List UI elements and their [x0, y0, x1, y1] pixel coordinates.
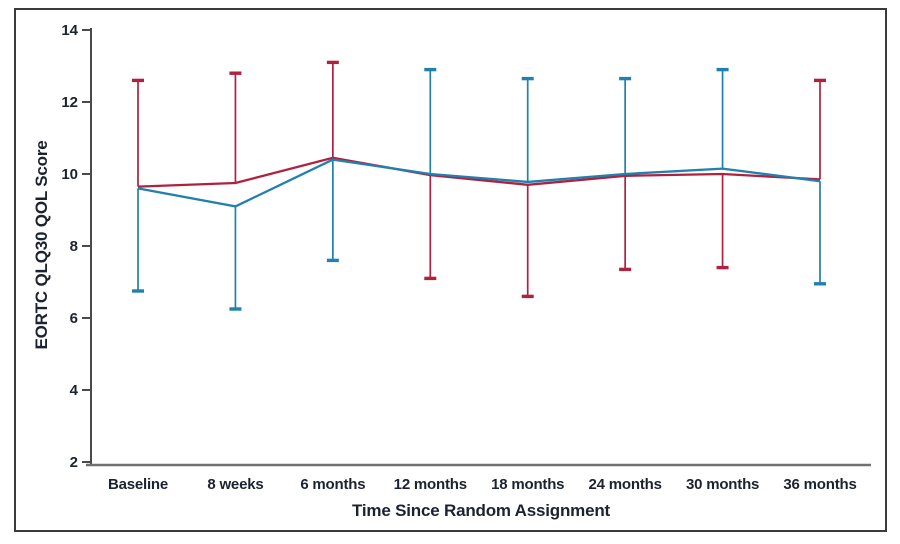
figure-border-frame — [14, 8, 887, 532]
x-category-label: 24 months — [589, 476, 662, 493]
x-category-label: 18 months — [491, 476, 564, 493]
y-axis-title: EORTC QLQ30 QOL Score — [32, 140, 51, 350]
y-tick-label: 10 — [61, 166, 78, 183]
y-tick-label: 14 — [61, 22, 78, 39]
x-category-label: 30 months — [686, 476, 759, 493]
x-category-label: Baseline — [108, 476, 168, 493]
series-line-blue-arm — [137, 158, 821, 208]
y-tick-label: 8 — [70, 238, 78, 255]
x-category-label: 12 months — [394, 476, 467, 493]
y-tick-label: 4 — [70, 382, 79, 399]
x-category-label: 36 months — [783, 476, 856, 493]
x-category-label: 8 weeks — [207, 476, 263, 493]
x-axis-title: Time Since Random Assignment — [352, 501, 610, 520]
x-category-label: 6 months — [300, 476, 365, 493]
y-tick-label: 2 — [70, 454, 78, 471]
y-tick-label: 12 — [61, 94, 78, 111]
series-line-red-arm — [137, 156, 821, 188]
y-tick-label: 6 — [70, 310, 78, 327]
